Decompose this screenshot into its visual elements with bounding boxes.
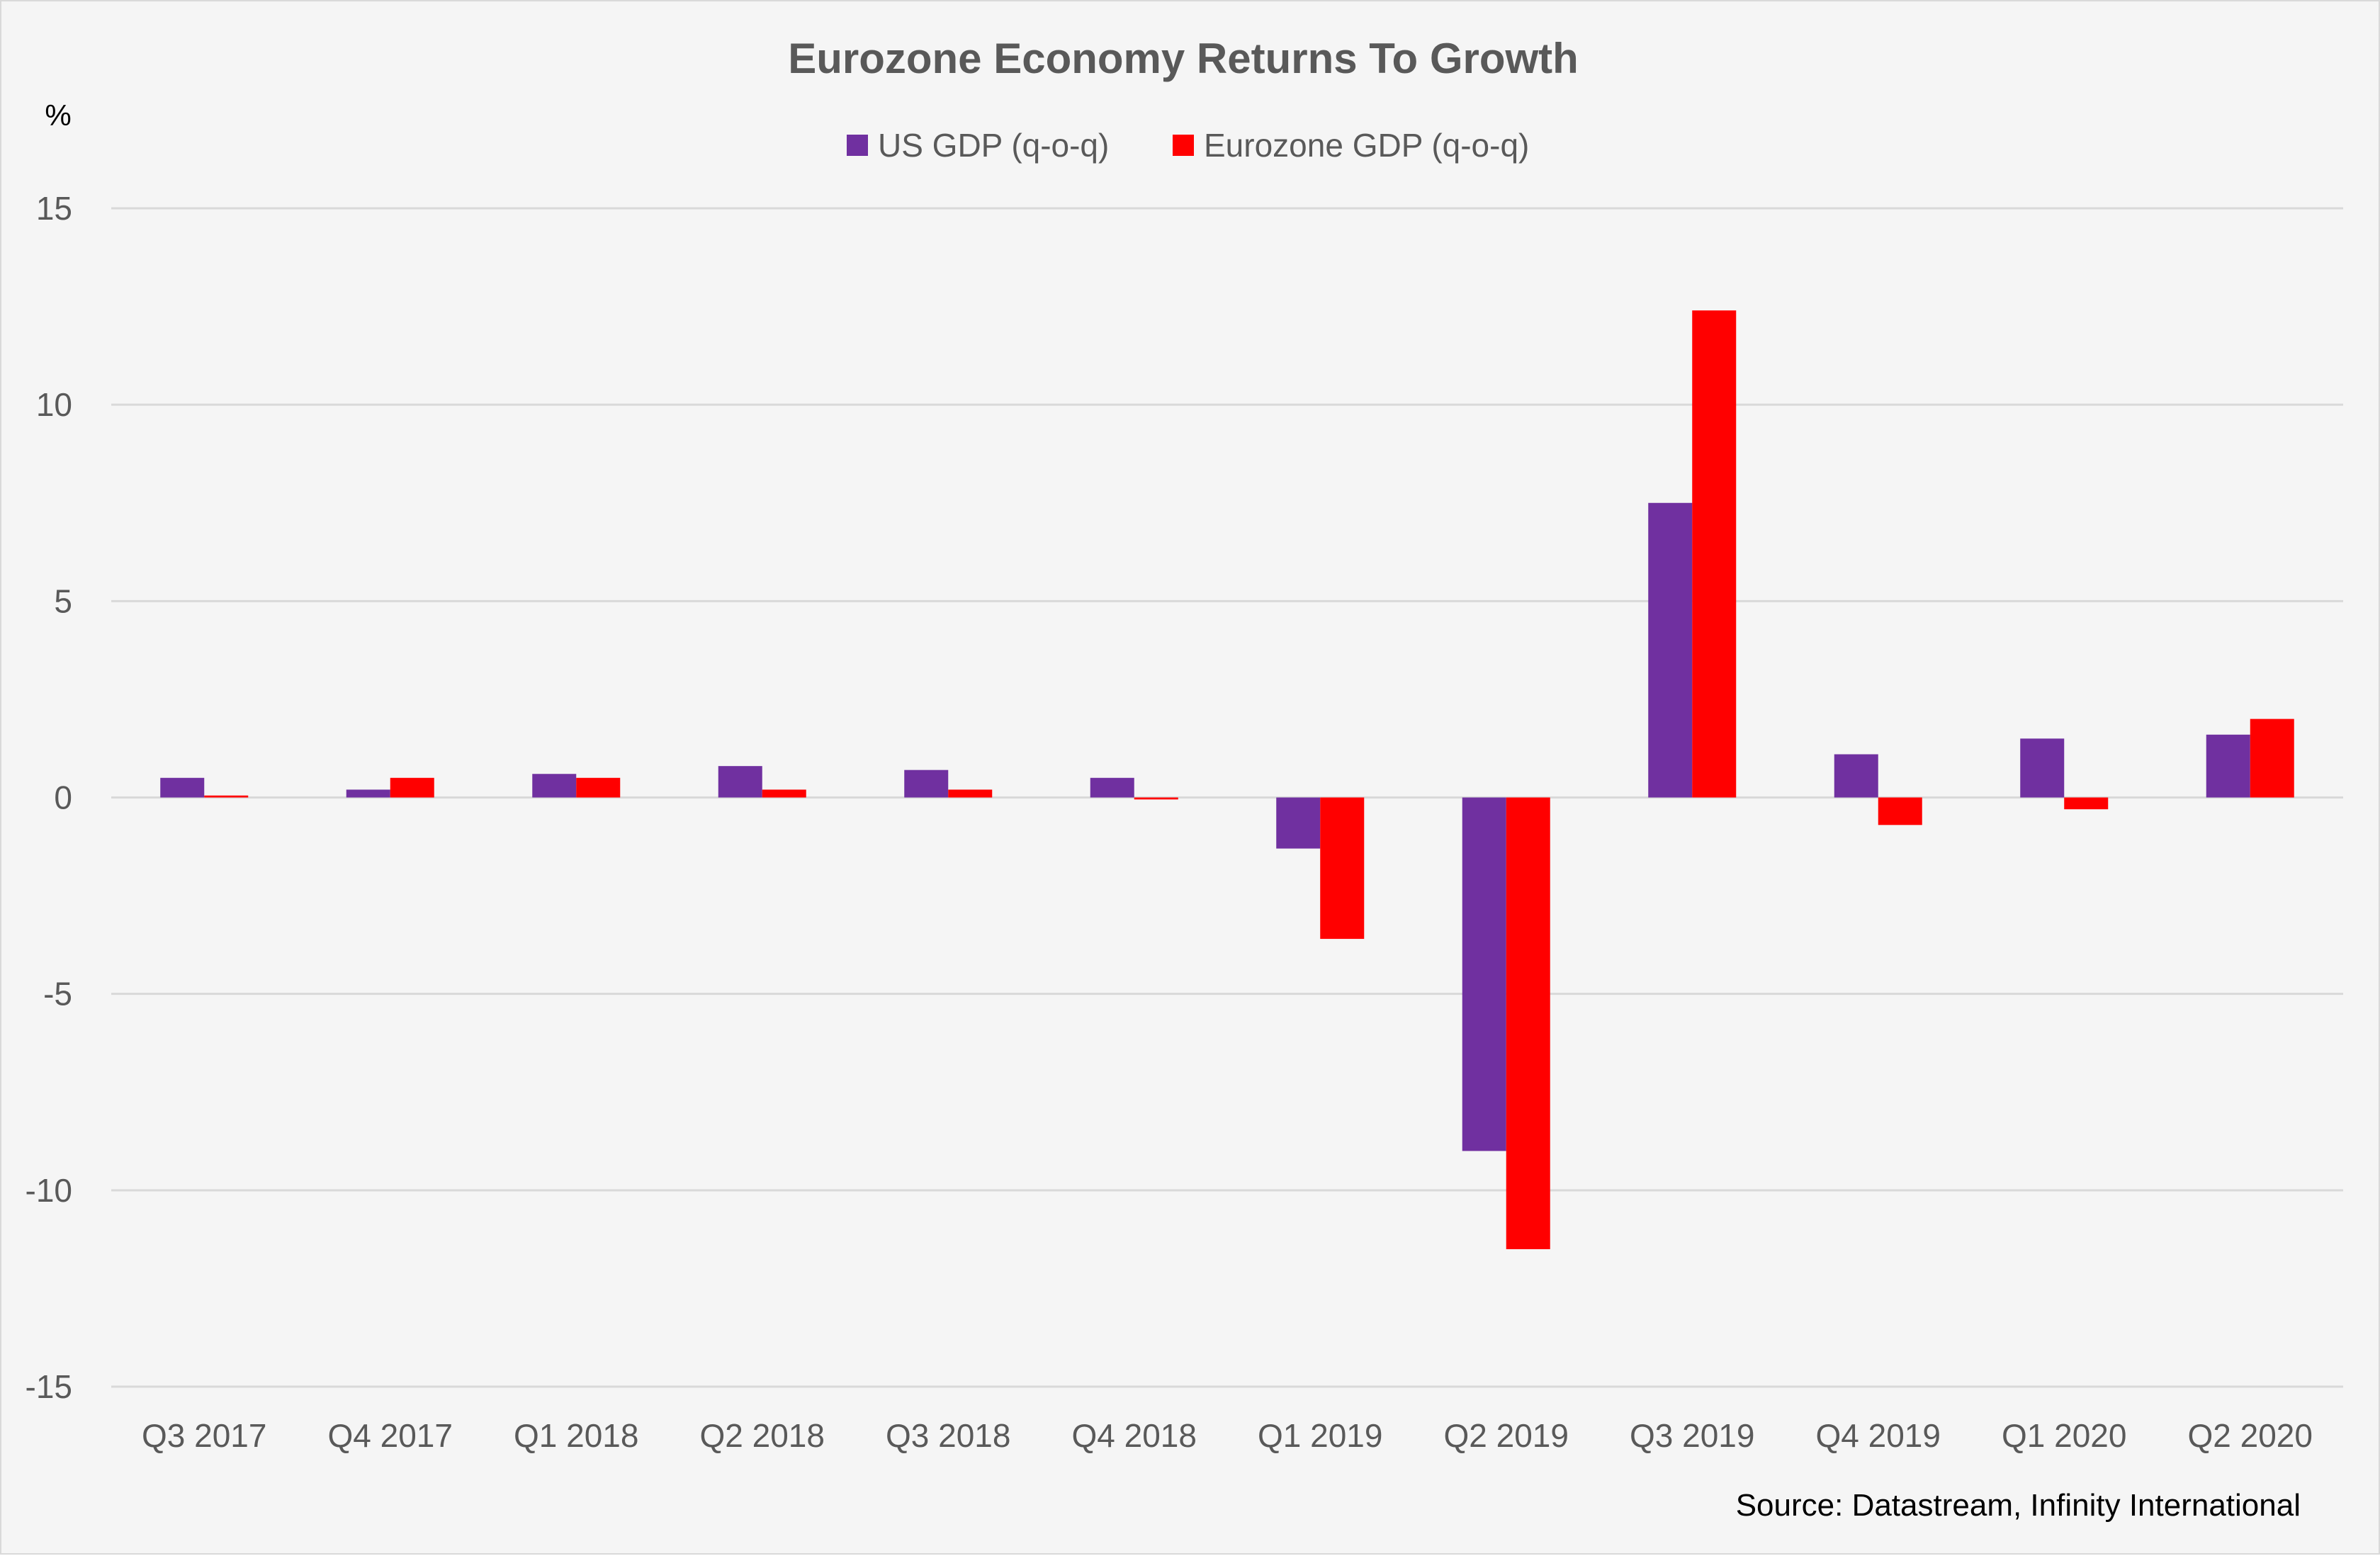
x-tick-label: Q1 2020 bbox=[2002, 1417, 2126, 1454]
eurozone-gdp-bar-2 bbox=[576, 777, 621, 798]
y-tick-label: 10 bbox=[36, 386, 72, 423]
us-gdp-bar-1 bbox=[346, 789, 390, 798]
x-tick-label: Q2 2019 bbox=[1444, 1417, 1569, 1454]
x-tick-label: Q2 2018 bbox=[700, 1417, 825, 1454]
x-tick-label: Q3 2017 bbox=[142, 1417, 266, 1454]
us-gdp-bar-5 bbox=[1090, 777, 1134, 798]
y-tick-label: -15 bbox=[26, 1368, 72, 1405]
us-gdp-bar-11 bbox=[2206, 734, 2250, 798]
eurozone-gdp-bar-11 bbox=[2250, 718, 2294, 798]
eurozone-gdp-bar-3 bbox=[762, 789, 806, 798]
eurozone-gdp-bar-6 bbox=[1320, 797, 1365, 940]
us-gdp-bar-8 bbox=[1648, 502, 1693, 798]
us-gdp-bar-10 bbox=[2020, 738, 2065, 798]
us-gdp-bar-4 bbox=[904, 769, 949, 798]
eurozone-gdp-bar-0 bbox=[204, 795, 249, 798]
bars bbox=[160, 310, 2294, 1249]
eurozone-gdp-bar-4 bbox=[948, 789, 993, 798]
us-gdp-bar-9 bbox=[1834, 754, 1878, 798]
eurozone-gdp-bar-5 bbox=[1134, 797, 1178, 800]
y-tick-label: 5 bbox=[54, 582, 72, 619]
us-gdp-bar-6 bbox=[1276, 797, 1321, 849]
chart-title: Eurozone Economy Returns To Growth bbox=[788, 35, 1579, 82]
x-tick-label: Q3 2019 bbox=[1630, 1417, 1754, 1454]
us-gdp-bar-3 bbox=[718, 766, 762, 798]
x-tick-label: Q3 2018 bbox=[886, 1417, 1010, 1454]
y-tick-label: -5 bbox=[43, 976, 72, 1013]
y-tick-label: 0 bbox=[54, 779, 72, 816]
x-tick-label: Q1 2019 bbox=[1258, 1417, 1382, 1454]
us-gdp-bar-0 bbox=[160, 777, 205, 798]
x-axis-tick-labels: Q3 2017 Q4 2017 Q1 2018 Q2 2018 Q3 2018 Q4 20… bbox=[142, 1417, 2313, 1454]
us-gdp-bar-2 bbox=[532, 774, 577, 798]
eurozone-gdp-bar-10 bbox=[2064, 797, 2109, 810]
y-axis-unit-label: % bbox=[45, 98, 71, 132]
legend-swatch bbox=[1173, 135, 1194, 156]
x-tick-label: Q4 2018 bbox=[1072, 1417, 1197, 1454]
y-tick-label: -10 bbox=[26, 1172, 72, 1209]
x-tick-label: Q4 2017 bbox=[328, 1417, 453, 1454]
x-tick-label: Q2 2020 bbox=[2188, 1417, 2313, 1454]
eurozone-gdp-bar-1 bbox=[390, 777, 434, 798]
eurozone-gdp-bar-9 bbox=[1878, 797, 1922, 825]
x-tick-label: Q4 2019 bbox=[1816, 1417, 1941, 1454]
legend-label: US GDP (q-o-q) bbox=[878, 127, 1109, 164]
source-note: Source: Datastream, Infinity Internation… bbox=[1736, 1488, 2301, 1523]
legend: US GDP (q-o-q) Eurozone GDP (q-o-q) bbox=[847, 127, 1529, 164]
y-tick-label: 15 bbox=[36, 190, 72, 227]
legend-swatch bbox=[847, 135, 868, 156]
eurozone-gdp-bar-8 bbox=[1692, 310, 1737, 798]
gridlines bbox=[111, 207, 2343, 1388]
y-axis-tick-labels: 15 10 5 0 -5 -10 -15 bbox=[26, 190, 72, 1405]
x-tick-label: Q1 2018 bbox=[514, 1417, 638, 1454]
eurozone-gdp-bar-7 bbox=[1506, 797, 1550, 1249]
us-gdp-bar-7 bbox=[1462, 797, 1506, 1151]
legend-label: Eurozone GDP (q-o-q) bbox=[1204, 127, 1529, 164]
